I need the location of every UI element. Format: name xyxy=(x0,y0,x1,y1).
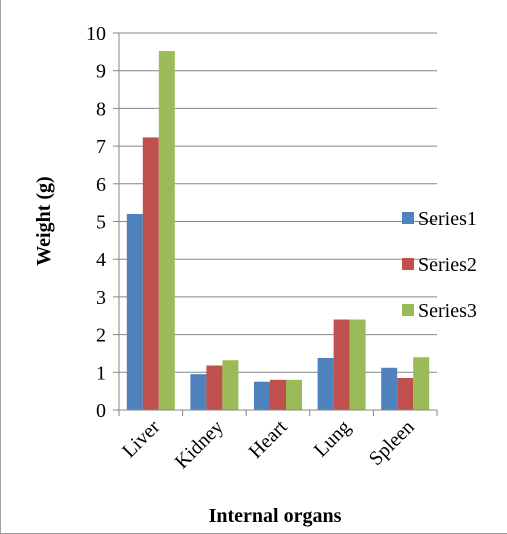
bars xyxy=(126,51,430,410)
y-tick-label: 1 xyxy=(96,362,106,384)
bar-spleen-series2 xyxy=(397,377,414,410)
bar-heart-series1 xyxy=(254,381,270,410)
y-tick-label: 2 xyxy=(96,325,106,347)
y-tick-label: 0 xyxy=(96,400,106,422)
x-tick-label: Kidney xyxy=(171,416,228,473)
y-axis-title: Weight (g) xyxy=(33,176,55,265)
bar-heart-series2 xyxy=(270,379,286,410)
bar-spleen-series1 xyxy=(381,367,398,410)
y-tick-label: 10 xyxy=(86,23,106,45)
bar-kidney-series2 xyxy=(206,365,223,410)
y-tick-label: 8 xyxy=(96,98,106,120)
y-tick-label: 9 xyxy=(96,61,106,83)
bar-heart-series3 xyxy=(286,379,302,410)
legend: Series1 Series2 Series3 xyxy=(402,208,477,322)
x-tick-label: Heart xyxy=(245,416,292,463)
y-tick-label: 5 xyxy=(96,212,106,234)
legend-label: Series1 xyxy=(418,208,477,230)
legend-swatch-series3 xyxy=(402,304,414,316)
legend-swatch-series2 xyxy=(402,258,414,270)
x-axis-title: Internal organs xyxy=(209,505,342,527)
bar-kidney-series1 xyxy=(190,374,207,410)
x-axis-ticks: Liver Kidney Heart Lung Spleen xyxy=(118,416,419,474)
y-tick-label: 4 xyxy=(96,249,106,271)
x-tick-label: Lung xyxy=(310,416,355,461)
bar-kidney-series3 xyxy=(222,360,239,410)
y-tick-label: 7 xyxy=(96,136,106,158)
y-tick-label: 6 xyxy=(96,174,106,196)
bar-lung-series1 xyxy=(317,357,334,410)
axes xyxy=(118,33,438,416)
bar-spleen-series3 xyxy=(413,357,430,410)
x-tick-label: Spleen xyxy=(365,416,419,470)
legend-label: Series2 xyxy=(418,254,477,276)
bar-lung-series2 xyxy=(333,319,350,410)
legend-label: Series3 xyxy=(418,300,477,322)
legend-swatch-series1 xyxy=(402,212,414,224)
y-tick-label: 3 xyxy=(96,287,106,309)
bar-liver-series2 xyxy=(142,137,159,410)
bar-lung-series3 xyxy=(349,319,366,410)
x-tick-label: Liver xyxy=(118,416,164,462)
bar-liver-series1 xyxy=(126,213,143,410)
y-axis-ticks: 0 1 2 3 4 5 6 7 8 9 10 xyxy=(86,23,119,422)
bar-liver-series3 xyxy=(158,51,175,410)
